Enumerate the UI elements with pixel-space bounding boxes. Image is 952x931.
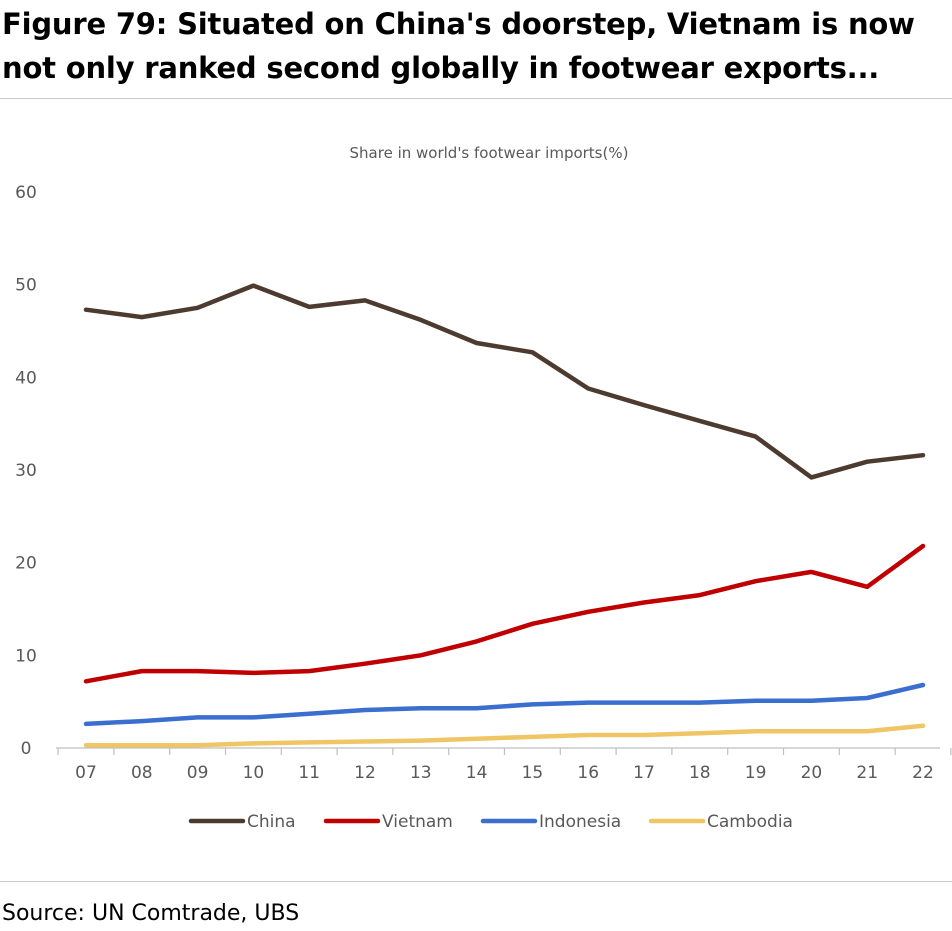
series-line-china [83, 283, 926, 480]
x-tick-label: 14 [466, 763, 488, 783]
series-line-vietnam [83, 543, 926, 684]
x-tick-label: 07 [75, 763, 97, 783]
x-tick-label: 19 [745, 763, 767, 783]
y-tick-label: 60 [15, 183, 37, 203]
series-lines [83, 283, 926, 748]
y-tick-label: 20 [15, 554, 37, 574]
y-tick-label: 30 [15, 461, 37, 481]
y-tick-label: 50 [15, 276, 37, 296]
series-line-cambodia [83, 723, 926, 748]
legend-label-cambodia: Cambodia [707, 812, 793, 832]
line-chart: Share in world's footwear imports(%) 0 10… [15, 144, 952, 832]
legend-label-vietnam: Vietnam [382, 812, 453, 832]
x-tick-label: 09 [187, 763, 209, 783]
x-tick-label: 17 [633, 763, 655, 783]
x-tick-label: 18 [689, 763, 711, 783]
x-tick-label: 21 [856, 763, 878, 783]
bottom-divider [0, 881, 952, 882]
y-tick-label: 10 [15, 646, 37, 666]
x-tick-label: 10 [243, 763, 265, 783]
y-axis-ticks: 0 10 20 30 40 50 60 [15, 183, 37, 759]
figure-title: Figure 79: Situated on China's doorstep,… [2, 7, 915, 85]
x-tick-label: 15 [522, 763, 544, 783]
x-tick-label: 12 [354, 763, 376, 783]
source-note: Source: UN Comtrade, UBS [2, 901, 300, 926]
y-tick-label: 40 [15, 368, 37, 388]
x-tick-label: 16 [577, 763, 599, 783]
x-tick-label: 20 [801, 763, 823, 783]
legend-label-indonesia: Indonesia [539, 812, 621, 832]
top-divider [0, 98, 952, 99]
chart-title: Share in world's footwear imports(%) [350, 144, 629, 162]
series-line-indonesia [83, 682, 926, 727]
x-axis-ticks: 07 08 09 10 11 12 13 14 15 16 17 18 19 20 21 22 [57, 748, 952, 783]
x-tick-label: 08 [131, 763, 153, 783]
legend-label-china: China [247, 812, 296, 832]
y-tick-label: 0 [21, 739, 32, 759]
x-tick-label: 13 [410, 763, 432, 783]
x-tick-label: 11 [298, 763, 320, 783]
legend: China Vietnam Indonesia Cambodia [188, 812, 793, 832]
x-tick-label: 22 [912, 763, 934, 783]
